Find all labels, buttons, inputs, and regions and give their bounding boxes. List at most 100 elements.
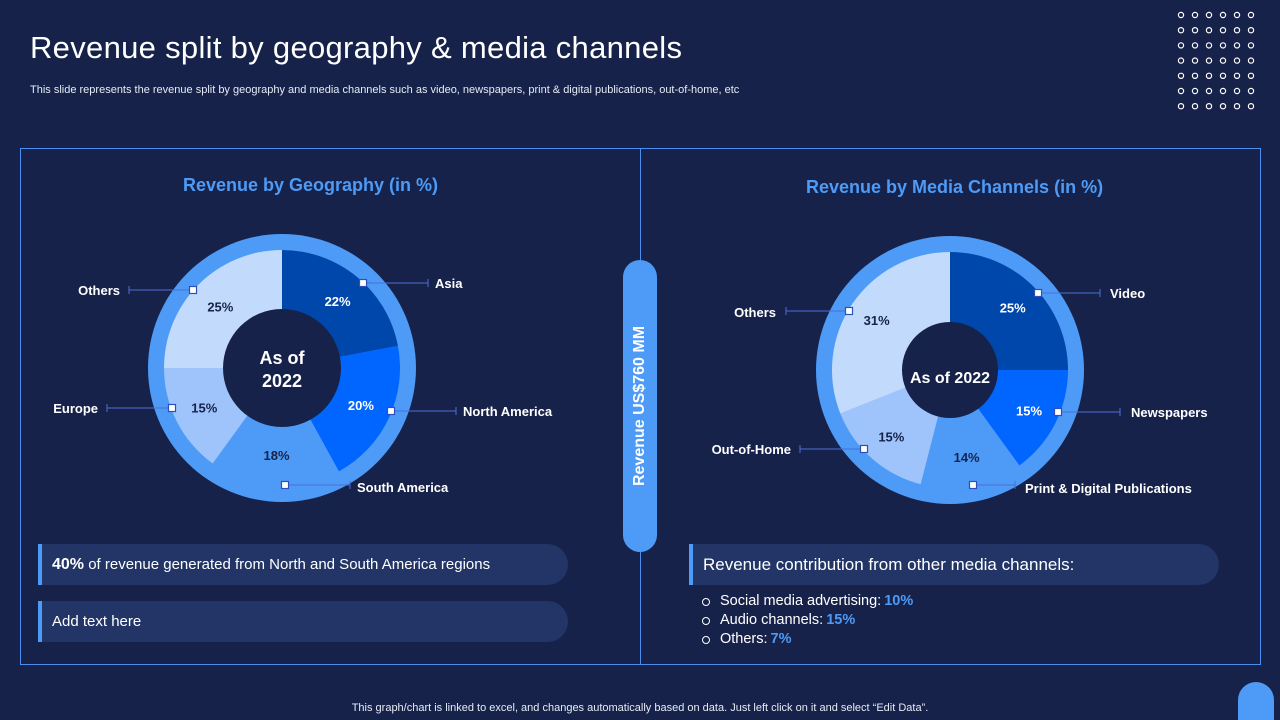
bullet-circle-icon — [702, 635, 710, 644]
bullet-circle-icon — [702, 616, 710, 625]
page-title: Revenue split by geography & media chann… — [30, 30, 683, 65]
slice-value-label: 15% — [878, 430, 904, 445]
dot — [1219, 102, 1227, 110]
geo-highlight-value: 40% — [52, 555, 85, 573]
donut-center-label: As of — [260, 348, 306, 368]
callout-marker — [859, 444, 869, 454]
dot — [1177, 72, 1185, 80]
list-item-label: Others: — [720, 631, 768, 647]
dot — [1247, 72, 1255, 80]
page-subtitle: This slide represents the revenue split … — [30, 84, 740, 96]
dot — [1205, 27, 1213, 34]
category-label: Out-of-Home — [712, 442, 791, 457]
dot — [1191, 42, 1199, 49]
slice-value-label: 18% — [264, 448, 290, 463]
dot — [1177, 27, 1185, 34]
dot — [1177, 102, 1185, 110]
dot — [1205, 42, 1213, 49]
bar-accent — [689, 544, 693, 585]
callout-marker — [968, 480, 978, 490]
dot — [1191, 87, 1199, 95]
dot — [1219, 42, 1227, 49]
callout-marker — [188, 285, 198, 295]
media-heading-bar: Revenue contribution from other media ch… — [689, 544, 1219, 585]
donut-center-label: As of 2022 — [910, 370, 990, 387]
donut-hole — [223, 309, 341, 427]
slice-value-label: 20% — [348, 398, 374, 413]
category-label: Europe — [53, 401, 98, 416]
dot — [1233, 57, 1241, 64]
slice-value-label: 22% — [325, 294, 351, 309]
geo-placeholder-bar[interactable]: Add text here — [38, 601, 568, 642]
category-label: Video — [1110, 286, 1145, 301]
media-heading-text: Revenue contribution from other media ch… — [703, 554, 1075, 574]
slice-value-label: 15% — [191, 401, 217, 416]
footer-note: This graph/chart is linked to excel, and… — [351, 702, 929, 714]
dot — [1205, 11, 1213, 19]
dot — [1219, 27, 1227, 34]
bar-accent — [38, 544, 42, 585]
dot — [1219, 87, 1227, 95]
dot — [1205, 102, 1213, 110]
media-other-list: Social media advertising: 10% Audio chann… — [702, 592, 913, 649]
dot — [1247, 27, 1255, 34]
dot — [1205, 87, 1213, 95]
geo-chart-title: Revenue by Geography (in %) — [183, 175, 439, 195]
list-item-label: Audio channels: — [720, 612, 824, 628]
category-label: Others — [78, 283, 120, 298]
dot — [1205, 57, 1213, 64]
dot — [1233, 11, 1241, 19]
geo-highlight-text: 40% of revenue generated from North and … — [38, 556, 490, 574]
dot — [1191, 57, 1199, 64]
geo-placeholder-text[interactable]: Add text here — [52, 613, 142, 630]
bullet-circle-icon — [702, 597, 710, 606]
category-label: South America — [357, 480, 449, 495]
dot — [1233, 87, 1241, 95]
dot — [1177, 87, 1185, 95]
dot — [1177, 57, 1185, 64]
slice-value-label: 14% — [954, 450, 980, 465]
category-label: Newspapers — [1131, 405, 1208, 420]
media-donut-chart: 25% 15% 14% 15% 31% As of 2022 Video Newspapers… — [712, 236, 1208, 504]
dot — [1191, 27, 1199, 34]
list-item: Others: 7% — [702, 630, 913, 649]
callout-marker — [280, 480, 290, 490]
category-label: Others — [734, 305, 776, 320]
dot — [1233, 102, 1241, 110]
dot — [1247, 102, 1255, 110]
list-item-value: 7% — [770, 631, 792, 647]
geo-highlight-desc: of revenue generated from North and Sout… — [84, 555, 491, 573]
slice-value-label: 31% — [864, 313, 890, 328]
bar-accent — [38, 601, 42, 642]
list-item: Audio channels: 15% — [702, 611, 913, 630]
geo-donut-chart: 22% 20% 18% 15% 25% As of 2022 Asia North Americ… — [53, 234, 553, 502]
callout-marker — [844, 306, 854, 316]
dot — [1247, 11, 1255, 19]
slice-value-label: 25% — [207, 299, 233, 314]
dot — [1233, 72, 1241, 80]
donut-center-label: 2022 — [262, 371, 302, 391]
callout-marker — [358, 278, 368, 288]
dot — [1219, 72, 1227, 80]
dot — [1247, 87, 1255, 95]
list-item: Social media advertising: 10% — [702, 592, 913, 611]
revenue-total-pill — [623, 260, 657, 552]
callout-marker — [167, 403, 177, 413]
dot — [1191, 102, 1199, 110]
dot — [1191, 11, 1199, 19]
media-chart-title: Revenue by Media Channels (in %) — [806, 177, 1104, 197]
geo-highlight-bar: 40% of revenue generated from North and … — [38, 544, 568, 585]
category-label: North America — [463, 404, 553, 419]
callout-marker — [386, 406, 396, 416]
dot — [1233, 27, 1241, 34]
slice-value-label: 15% — [1016, 403, 1042, 418]
slice-value-label: 25% — [1000, 300, 1026, 315]
category-label: Asia — [435, 276, 463, 291]
list-item-label: Social media advertising: — [720, 593, 882, 609]
dot — [1219, 11, 1227, 19]
callout-marker — [1053, 407, 1063, 417]
dot — [1177, 42, 1185, 49]
category-label: Print & Digital Publications — [1025, 481, 1192, 496]
dot — [1219, 57, 1227, 64]
dot — [1177, 11, 1185, 19]
